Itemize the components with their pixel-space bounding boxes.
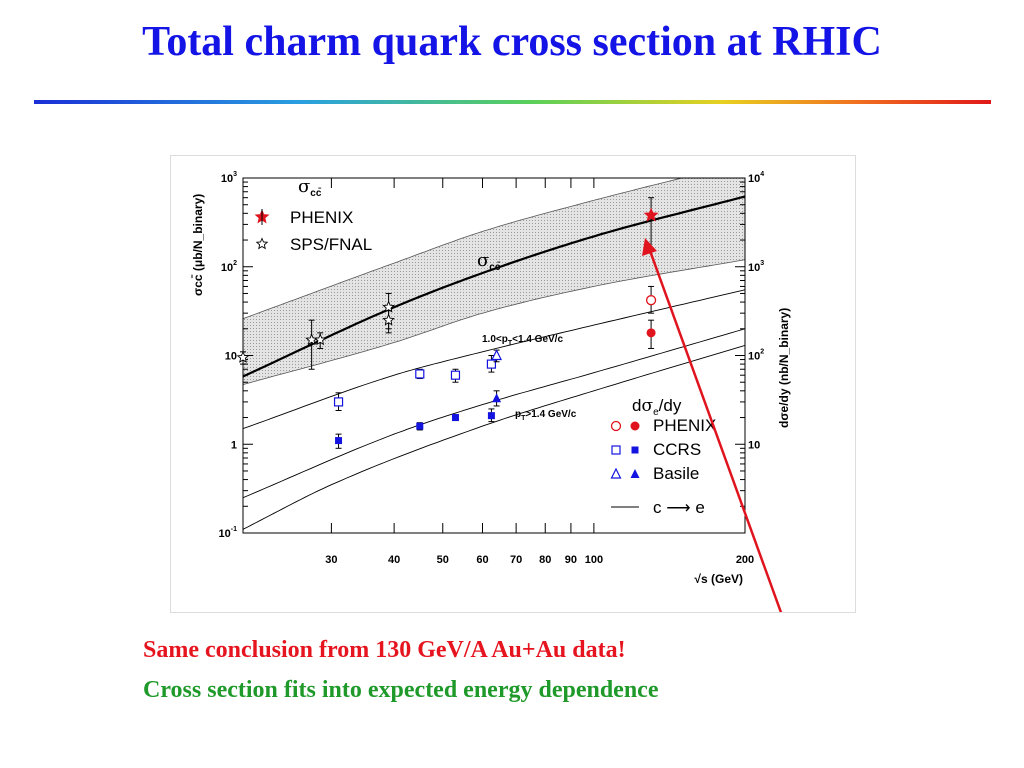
data-point-open-star: [236, 350, 250, 363]
x-tick-label: 200: [736, 554, 754, 566]
legend-bottom-filled-marker: [630, 469, 640, 478]
annotation-arrow-line: [647, 247, 783, 612]
legend-bottom-entry: Basile: [653, 464, 699, 483]
charm-cross-section-chart: 30 40 50 60 70 80 90 100 200 10-1 1 10 102 103 10 102 10…: [191, 171, 791, 612]
data-point-open-square: [415, 369, 425, 379]
slide-title: Total charm quark cross section at RHIC: [142, 19, 882, 65]
data-point-open-star: [382, 313, 395, 326]
legend-bottom-open-marker: [610, 467, 622, 479]
pt-label-upper: 1.0<pT<1.4 GeV/c: [482, 334, 563, 347]
energy-dependence-note: Cross section fits into expected energy …: [143, 677, 659, 703]
legend-bottom-open-marker: [610, 420, 622, 432]
pt-label-lower: pT>1.4 GeV/c: [515, 409, 577, 422]
y-right-tick-label: 103: [748, 260, 764, 274]
curves-group: [243, 178, 745, 530]
data-point-open-square: [486, 359, 497, 369]
y-tick-label: 1: [231, 439, 237, 451]
data-point-star: [643, 207, 659, 222]
y-right-tick-label: 10: [748, 439, 760, 451]
band-upper-edge: [243, 178, 684, 320]
data-point-filled-square: [416, 422, 424, 430]
data-point-open-circle: [645, 295, 657, 306]
x-tick-label: 40: [388, 554, 400, 566]
legend-sps-star-marker: [255, 237, 269, 250]
y-tick-label: 10: [225, 351, 237, 363]
x-tick-label: 80: [539, 554, 551, 566]
x-tick-label: 90: [565, 554, 577, 566]
title-divider: [34, 100, 991, 104]
legend-top-header: σcc̄: [298, 176, 322, 199]
legend-bottom-entry: CCRS: [653, 440, 701, 459]
y-right-axis-label: dσe/dy (nb/N_binary): [777, 308, 791, 428]
x-tick-label: 100: [585, 554, 603, 566]
sigma-curve-label: σcc̄: [477, 250, 501, 273]
band-lower-edge: [243, 259, 745, 385]
x-tick-label: 50: [437, 554, 449, 566]
legend-bottom-header: dσe/dy: [632, 396, 682, 418]
chart-frame: 30 40 50 60 70 80 90 100 200 10-1 1 10 102 103 10 102 10…: [170, 155, 856, 613]
legend-bottom-c-to-e: c ⟶ e: [653, 498, 705, 517]
sigma-theory-curve: [243, 195, 745, 378]
y-tick-label: 102: [221, 260, 237, 274]
legend-bottom-entry: PHENIX: [653, 416, 716, 435]
x-tick-label: 60: [476, 554, 488, 566]
y-right-tick-label: 104: [748, 171, 764, 185]
x-axis-label: √s (GeV): [694, 572, 743, 586]
y-right-tick-label: 102: [748, 349, 764, 363]
legend-bottom-open-marker: [611, 445, 621, 455]
data-point-filled-circle: [646, 328, 656, 338]
legend-bottom-filled-marker: [630, 421, 640, 431]
c-to-e-curve: [243, 289, 745, 430]
annotation-arrow-head: [642, 238, 657, 256]
data-point-filled-square: [487, 412, 495, 420]
conclusion-note: Same conclusion from 130 GeV/A Au+Au dat…: [143, 637, 626, 663]
data-point-filled-square: [451, 414, 459, 422]
data-point-filled-square: [335, 437, 343, 445]
data-point-open-square: [450, 370, 461, 380]
data-point-open-square: [333, 397, 344, 407]
data-point-open-star: [382, 300, 395, 313]
x-tick-label: 70: [510, 554, 522, 566]
legend-bottom-filled-marker: [631, 446, 639, 454]
legend-top-phenix: PHENIX: [290, 208, 353, 227]
legend-top-sps-fnal: SPS/FNAL: [290, 235, 372, 254]
data-point-open-triangle: [491, 349, 503, 361]
c-to-e-curve: [243, 328, 745, 499]
data-point-filled-triangle: [492, 393, 502, 403]
x-tick-label: 30: [325, 554, 337, 566]
y-tick-label: 103: [221, 171, 237, 185]
y-tick-label: 10-1: [219, 526, 238, 540]
c-to-e-curve: [243, 344, 745, 530]
data-point-open-star: [313, 333, 327, 346]
y-left-axis-label: σcc̄ (μb/N_binary): [191, 194, 205, 296]
